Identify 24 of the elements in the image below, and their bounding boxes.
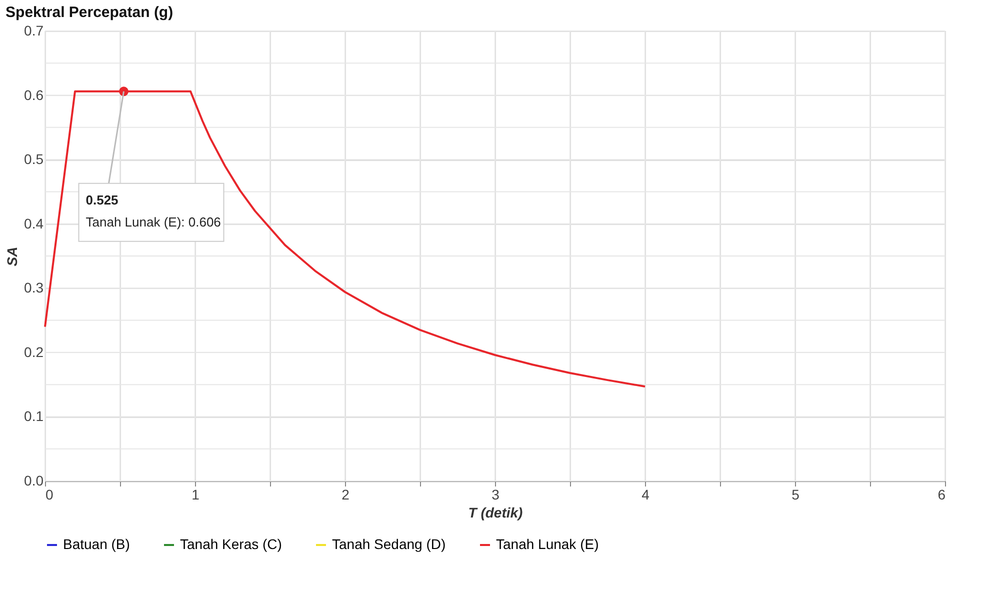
- y-tick-label: 0.4: [24, 215, 44, 232]
- y-tick-label: 0.7: [24, 22, 44, 38]
- y-tick-label: 0.2: [24, 344, 44, 360]
- y-tick-label: 0.5: [24, 151, 44, 168]
- legend-label: Tanah Lunak (E): [496, 536, 599, 552]
- x-tick-label: 5: [792, 486, 800, 502]
- x-tick-label: 3: [492, 486, 500, 502]
- chart-title: Spektral Percepatan (g): [6, 4, 174, 21]
- annotation: 0.525 Tanah Lunak (E): 0.606: [86, 192, 221, 230]
- y-tick-label: 0.1: [24, 408, 44, 424]
- x-tick-label: 6: [938, 486, 946, 502]
- line-series: [44, 90, 646, 388]
- x-axis-title: T (detik): [468, 504, 524, 520]
- x-tick-label: 2: [342, 486, 350, 502]
- y-tick-label: 0.3: [24, 280, 44, 296]
- y-axis-title: SA: [4, 246, 20, 266]
- legend-label: Tanah Keras (C): [180, 536, 282, 552]
- x-tick-label: 0: [46, 486, 54, 502]
- legend-label: Batuan (B): [63, 536, 130, 552]
- y-tick-label: 0.6: [24, 86, 44, 103]
- y-tick-label: 0.0: [24, 472, 44, 488]
- x-tick-label: 4: [642, 486, 650, 502]
- legend-label: Tanah Sedang (D): [332, 536, 446, 552]
- x-tick-label: 1: [192, 486, 200, 502]
